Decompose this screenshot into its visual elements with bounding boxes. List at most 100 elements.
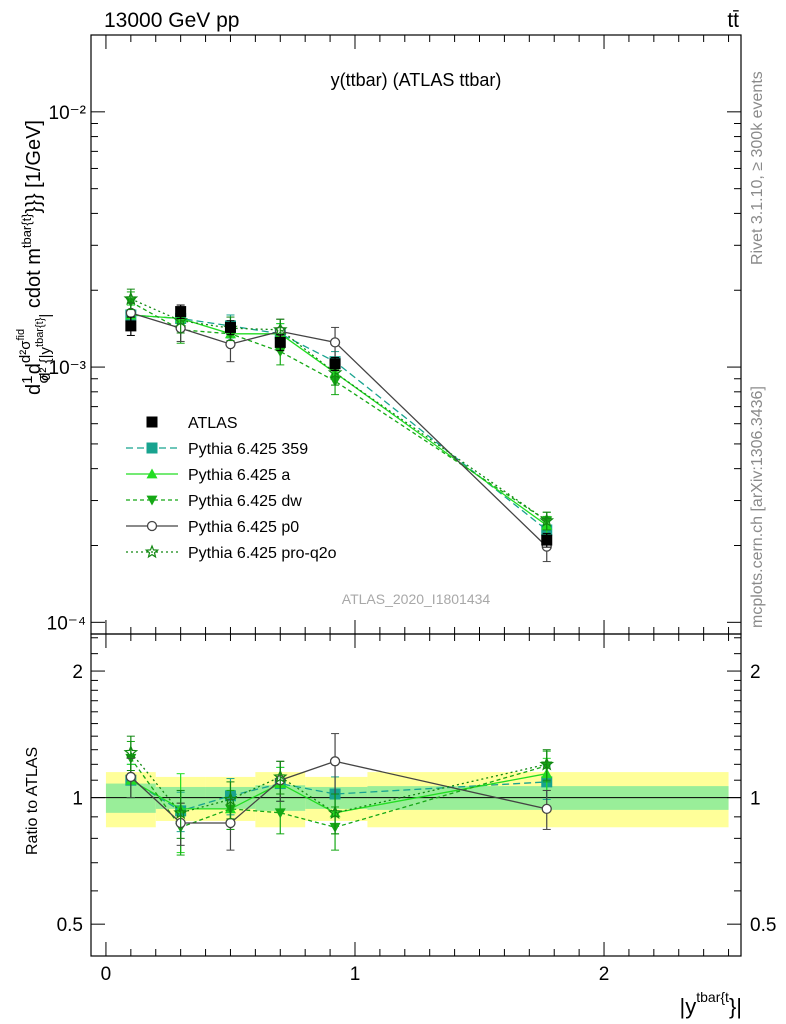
ylabel-num: d²σ: [17, 340, 34, 363]
xlabel-main: |y: [680, 994, 697, 1019]
series-line: [130, 314, 548, 526]
ylabel-num-sup: fid: [15, 329, 27, 341]
series-line: [130, 314, 548, 531]
series-line: [130, 298, 548, 522]
ratio-y-tick-label-right: 2: [750, 662, 761, 683]
legend-entry-atlas: ATLAS: [146, 415, 238, 432]
data-point: [273, 322, 288, 336]
data-point: [125, 771, 136, 783]
ratio-y-axis-label: Ratio to ATLAS: [24, 747, 41, 855]
data-point: [123, 744, 139, 759]
mcplots-label: mcplots.cern.ch [arXiv:1306.3436]: [749, 386, 766, 628]
ylabel-den: d² {|y: [37, 346, 54, 380]
x-axis: 0 1 2: [101, 634, 730, 985]
ratio-plot-panel: 2 2 1 1 0.5 0.5 0 1 2 Ratio to ATLAS |ytbar{t}|: [24, 633, 776, 1019]
legend-label: Pythia 6.425 a: [188, 467, 290, 484]
data-point: [273, 769, 288, 784]
legend-entry-pythia-6-425-p0: Pythia 6.425 p0: [126, 519, 299, 536]
xlabel-tail: }|: [729, 994, 742, 1019]
series-line: [130, 773, 547, 814]
ylabel-den-sup: tbar{t}: [34, 317, 46, 347]
data-point: [539, 513, 555, 527]
main-plot-panel: 10⁻² 10⁻³ 10⁻⁴ y(ttbar) (ATLAS ttbar) ATLA…: [15, 34, 742, 635]
series-line: [130, 779, 547, 812]
series-line: [130, 301, 548, 522]
series-line: [130, 760, 547, 824]
main-y-tick-label: 10⁻²: [49, 103, 87, 124]
data-point: [274, 808, 286, 819]
ylabel-frac-den: σ: [35, 374, 52, 384]
ylabel-d: d: [23, 384, 45, 395]
legend-marker: [146, 520, 158, 532]
main-y-axis-label: d1σdd²σfidd² {|ytbar{t}| cdot mtbar{t}}}…: [15, 120, 54, 395]
data-point: [123, 291, 139, 306]
series-line: [130, 752, 547, 814]
series-pythia-6-425-p0: [125, 733, 552, 851]
series-line: [130, 312, 548, 548]
data-point: [175, 306, 187, 318]
data-point: [224, 321, 236, 333]
ylabel-tail-sup: tbar{t}: [19, 213, 34, 248]
x-tick-label: 2: [599, 964, 610, 985]
header-left: 13000 GeV pp: [104, 9, 239, 32]
legend-label: Pythia 6.425 dw: [188, 493, 302, 510]
ylabel-d2: d: [23, 363, 45, 374]
x-axis-label: |ytbar{t}|: [680, 989, 742, 1019]
data-point: [173, 805, 188, 820]
plot-title: y(ttbar) (ATLAS ttbar): [331, 70, 502, 90]
series-atlas: [125, 304, 553, 548]
main-y-tick-label: 10⁻⁴: [47, 613, 86, 634]
header-right: tt̄: [727, 9, 739, 32]
legend-entry-pythia-6-425-359: Pythia 6.425 359: [126, 441, 308, 458]
legend-label: Pythia 6.425 pro-q2o: [188, 545, 337, 562]
legend-marker: [146, 416, 158, 428]
data-point: [541, 803, 552, 815]
x-tick-label: 1: [350, 964, 361, 985]
legend-marker: [146, 442, 158, 454]
data-point: [223, 791, 238, 806]
main-plot-area: [123, 288, 555, 563]
legend-label: Pythia 6.425 p0: [188, 519, 299, 536]
data-point: [173, 313, 188, 327]
main-y-tick-label: 10⁻³: [49, 358, 87, 379]
data-point: [274, 336, 286, 348]
ratio-y-tick-label-right: 1: [750, 789, 761, 810]
ylabel-tail-end: }}} [1/GeV]: [23, 120, 45, 213]
ratio-y-tick-label-right: 0.5: [750, 915, 776, 936]
data-point: [274, 347, 286, 358]
ylabel-den-tail: |: [37, 314, 54, 318]
data-point: [329, 756, 341, 767]
data-point: [541, 534, 553, 546]
series-pythia-6-425-pro-q2o: [123, 735, 555, 839]
data-point: [327, 805, 343, 820]
legend-label: Pythia 6.425 359: [188, 441, 308, 458]
legend-marker: [144, 544, 160, 559]
data-point: [329, 358, 341, 370]
x-tick-label: 0: [101, 964, 112, 985]
data-point: [225, 817, 236, 829]
legend-entry-pythia-6-425-dw: Pythia 6.425 dw: [126, 493, 302, 510]
data-point: [539, 756, 555, 771]
legend-entry-pythia-6-425-a: Pythia 6.425 a: [126, 467, 290, 484]
ratio-y-tick-label: 0.5: [57, 915, 83, 936]
xlabel-sup: tbar{t: [696, 989, 729, 1005]
rivet-label: Rivet 3.1.10, ≥ 300k events: [749, 71, 766, 265]
ratio-y-axis: 2 2 1 1 0.5 0.5: [57, 637, 776, 936]
data-point: [327, 365, 343, 379]
data-point: [329, 337, 341, 348]
main-x-ticks: [105, 35, 730, 634]
ylabel-tail: cdot m: [23, 248, 45, 314]
legend-entry-pythia-6-425-pro-q2o: Pythia 6.425 pro-q2o: [126, 544, 337, 562]
legend-marker: [146, 468, 158, 479]
legend-marker: [146, 495, 158, 506]
legend-label: ATLAS: [188, 415, 238, 432]
data-point: [125, 320, 137, 332]
ratio-plot-area: [91, 733, 741, 856]
ratio-y-tick-label: 1: [72, 789, 83, 810]
legend: ATLAS Pythia 6.425 359 Pythia 6.425 a Pythi…: [126, 415, 337, 562]
main-y-axis: 10⁻² 10⁻³ 10⁻⁴: [47, 34, 741, 635]
svg-text:d1σdd²σfidd² {|ytbar{t}| cdot: d1σdd²σfidd² {|ytbar{t}| cdot mtbar{t}}}…: [15, 120, 54, 395]
ratio-plot-frame: [90, 633, 742, 957]
analysis-watermark: ATLAS_2020_I1801434: [342, 591, 491, 607]
